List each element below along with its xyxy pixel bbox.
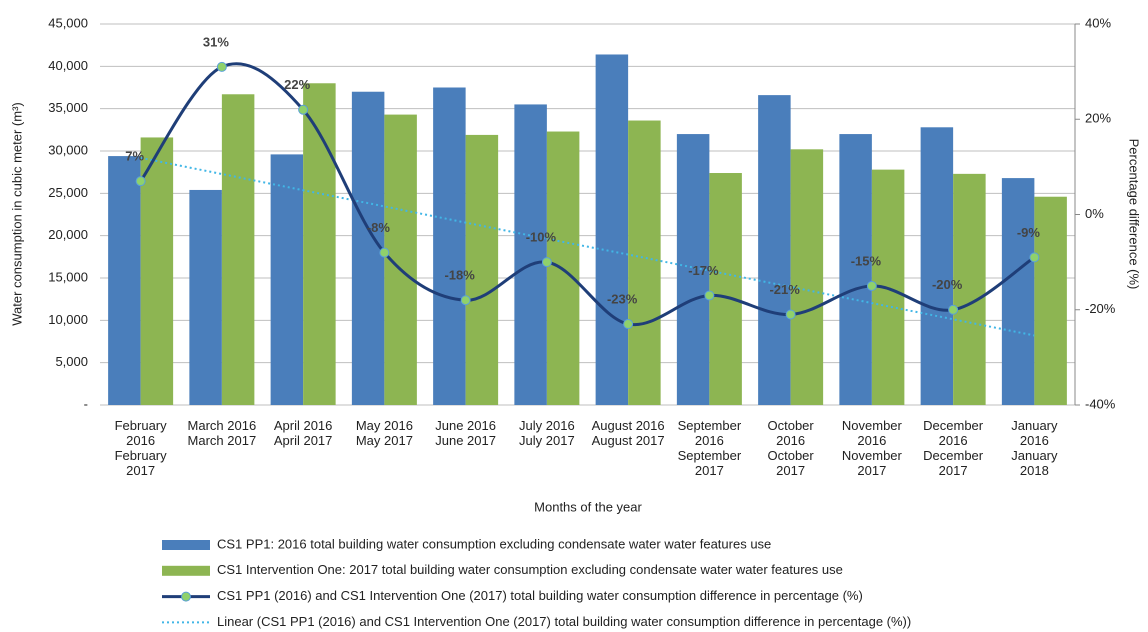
data-label: -18% xyxy=(444,268,475,283)
y2-tick-label: 20% xyxy=(1085,111,1111,126)
y-tick-label: 15,000 xyxy=(48,269,88,284)
x-tick-label: July 2016 July 2017 xyxy=(519,418,575,448)
data-label: 22% xyxy=(284,77,310,92)
x-tick-label: October 2016 October 2017 xyxy=(767,418,814,478)
x-tick-label: November 2016 November 2017 xyxy=(841,418,902,478)
line-marker xyxy=(866,280,877,291)
y-axis-label: Water consumption in cubic meter (m³) xyxy=(9,102,24,325)
x-tick-label: February 2016 February 2017 xyxy=(114,418,167,478)
bar xyxy=(595,54,629,405)
data-label: 7% xyxy=(125,149,144,164)
bar xyxy=(790,149,824,405)
legend-swatch xyxy=(162,565,210,576)
bar xyxy=(1001,178,1035,405)
line-marker xyxy=(1029,252,1040,263)
y-tick-label: 30,000 xyxy=(48,142,88,157)
legend-label: CS1 Intervention One: 2017 total buildin… xyxy=(217,562,843,577)
line-marker xyxy=(541,257,552,268)
bar xyxy=(108,156,141,405)
y-tick-label: 20,000 xyxy=(48,227,88,242)
legend-label: Linear (CS1 PP1 (2016) and CS1 Intervent… xyxy=(217,614,911,629)
y2-tick-label: 40% xyxy=(1085,15,1111,30)
bar xyxy=(221,94,255,406)
y-tick-label: 10,000 xyxy=(48,312,88,327)
legend-label: CS1 PP1 (2016) and CS1 Intervention One … xyxy=(217,588,863,603)
x-tick-label: April 2016 April 2017 xyxy=(273,418,333,448)
bar xyxy=(433,87,466,405)
y2-axis-label: Percentage difference (%) xyxy=(1127,139,1142,290)
bar xyxy=(758,95,791,406)
x-tick-label: August 2016 August 2017 xyxy=(591,418,665,448)
y-tick-label: 45,000 xyxy=(48,15,88,30)
y2-tick-label: 0% xyxy=(1085,206,1104,221)
line-marker xyxy=(460,295,471,306)
legend-label: CS1 PP1: 2016 total building water consu… xyxy=(217,536,771,551)
y2-tick-label: -20% xyxy=(1085,301,1116,316)
y-tick-label: 35,000 xyxy=(48,100,88,115)
bar xyxy=(514,104,547,405)
bar xyxy=(920,127,954,405)
x-tick-label: January 2016 January 2018 xyxy=(1011,418,1058,478)
bar xyxy=(351,91,385,405)
x-tick-label: March 2016 March 2017 xyxy=(187,418,257,448)
data-label: -10% xyxy=(526,230,557,245)
data-label: -8% xyxy=(367,220,391,235)
bar xyxy=(953,173,986,405)
y-tick-label: - xyxy=(84,396,88,411)
data-label: -20% xyxy=(932,277,963,292)
data-label: -17% xyxy=(688,263,719,278)
bar xyxy=(140,137,174,405)
bar xyxy=(839,134,872,406)
x-tick-label: December 2016 December 2017 xyxy=(923,418,984,478)
data-label: -15% xyxy=(851,253,882,268)
line-marker xyxy=(298,104,309,115)
x-tick-label: June 2016 June 2017 xyxy=(435,418,496,448)
bar xyxy=(189,189,222,405)
line-marker xyxy=(785,309,796,320)
y-tick-label: 5,000 xyxy=(55,354,88,369)
bar xyxy=(628,120,661,406)
data-label: 31% xyxy=(203,34,229,49)
line-marker xyxy=(216,61,227,72)
y2-tick-label: -40% xyxy=(1085,396,1116,411)
bar xyxy=(465,134,499,405)
trend-line xyxy=(140,156,1035,337)
line-marker xyxy=(948,304,959,315)
y-tick-label: 40,000 xyxy=(48,58,88,73)
data-label: -9% xyxy=(1017,225,1041,240)
x-tick-label: May 2016 May 2017 xyxy=(355,418,413,448)
line-marker xyxy=(704,290,715,301)
x-tick-label: September 2016 September 2017 xyxy=(677,418,742,478)
line-marker xyxy=(135,176,146,187)
legend-swatch xyxy=(162,540,210,550)
data-label: -23% xyxy=(607,291,638,306)
bar xyxy=(270,154,304,405)
legend-marker xyxy=(181,591,191,602)
data-label: -21% xyxy=(769,282,800,297)
x-axis-label: Months of the year xyxy=(534,499,642,514)
bar xyxy=(709,173,742,405)
bar xyxy=(303,83,336,406)
y-tick-label: 25,000 xyxy=(48,185,88,200)
line-marker xyxy=(379,247,390,258)
bar xyxy=(1034,196,1067,405)
bar xyxy=(676,134,710,406)
line-marker xyxy=(623,319,634,330)
